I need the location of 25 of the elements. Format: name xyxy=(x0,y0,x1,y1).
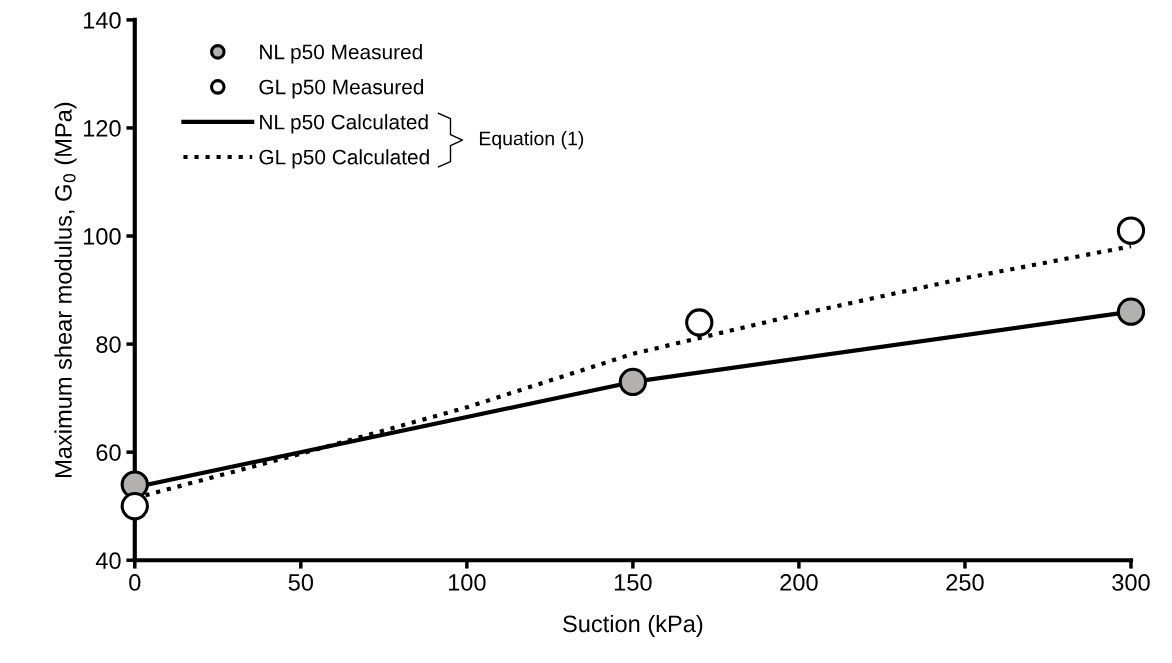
x-tick-label: 250 xyxy=(946,574,984,591)
x-axis-title: Suction (kPa) xyxy=(563,614,703,637)
point xyxy=(1116,216,1146,245)
point xyxy=(1116,297,1146,326)
legend-label: NL p50 Measured xyxy=(260,44,422,64)
annotation: Equation (1) xyxy=(479,131,584,150)
x-tick-label: 0 xyxy=(129,574,141,591)
x-tick-label: 200 xyxy=(780,574,818,591)
y-tick-label: 100 xyxy=(84,228,121,245)
legend-label: NL p50 Calculated xyxy=(260,114,428,134)
point xyxy=(120,492,149,521)
point xyxy=(618,367,648,397)
legend-label: GL p50 Measured xyxy=(259,79,424,99)
x-tick-label: 300 xyxy=(1112,574,1150,591)
x-tick-label: 150 xyxy=(614,574,652,591)
y-tick-label: 80 xyxy=(96,336,121,353)
x-tick-label: 100 xyxy=(448,574,486,591)
x-tick-label: 50 xyxy=(288,574,314,591)
y-tick-label: 120 xyxy=(84,120,121,137)
y-tick-label: 60 xyxy=(96,444,121,461)
y-tick-label: 40 xyxy=(95,552,121,570)
y-tick-label: 140 xyxy=(84,11,121,29)
point xyxy=(685,308,714,337)
y-axis-title: Maximum shear modulus, G$_{0}$ (MPa) xyxy=(54,102,77,477)
legend-label: GL p50 Calculated xyxy=(259,149,429,169)
